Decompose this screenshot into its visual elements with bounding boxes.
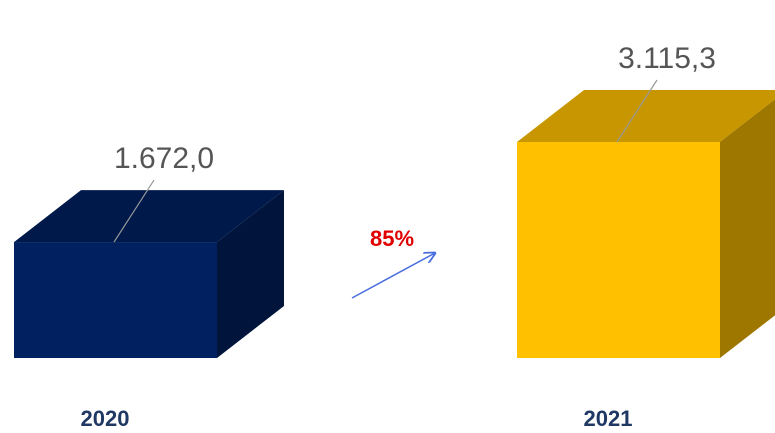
bar-front — [14, 242, 217, 358]
value-label: 1.672,0 — [114, 142, 214, 175]
bar-side — [720, 99, 775, 358]
x-tick-label: 2021 — [584, 406, 633, 431]
growth-arrow — [351, 253, 435, 299]
leader-line — [113, 179, 155, 243]
bar-side — [217, 190, 284, 358]
bar — [517, 90, 775, 358]
growth-label: 85% — [370, 226, 414, 251]
value-label: 3.115,3 — [618, 42, 716, 75]
bar-front — [517, 142, 720, 358]
bar-top — [517, 90, 775, 142]
bar — [14, 190, 284, 358]
leader-line — [616, 79, 658, 143]
x-tick-label: 2020 — [81, 406, 130, 431]
bar-top — [14, 190, 284, 243]
